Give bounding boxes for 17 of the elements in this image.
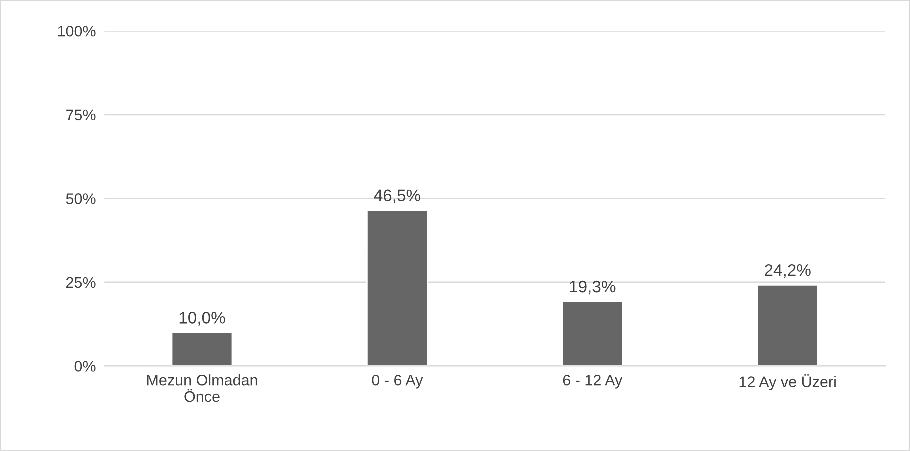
y-tick-label: 0% [74, 361, 96, 372]
data-label: 24,2% [765, 264, 811, 278]
y-tick-label: 25% [66, 277, 96, 288]
bar [366, 210, 428, 366]
y-tick-label: 100% [58, 26, 96, 37]
bar [171, 332, 234, 366]
data-label: 19,3% [570, 280, 616, 295]
x-tick-label: 0 - 6 Ay [372, 374, 424, 389]
x-tick-label: 12 Ay ve Üzeri [740, 374, 836, 390]
data-label: 46,5% [374, 190, 420, 204]
x-tick-label: Mezun Olmadan Önce [147, 374, 258, 402]
bar [562, 300, 624, 366]
y-tick-label: 50% [66, 194, 96, 204]
bar [756, 284, 819, 366]
x-tick-label: 6 - 12 Ay [563, 374, 623, 389]
y-tick-label: 75% [66, 110, 96, 121]
data-label: 10,0% [180, 312, 226, 326]
